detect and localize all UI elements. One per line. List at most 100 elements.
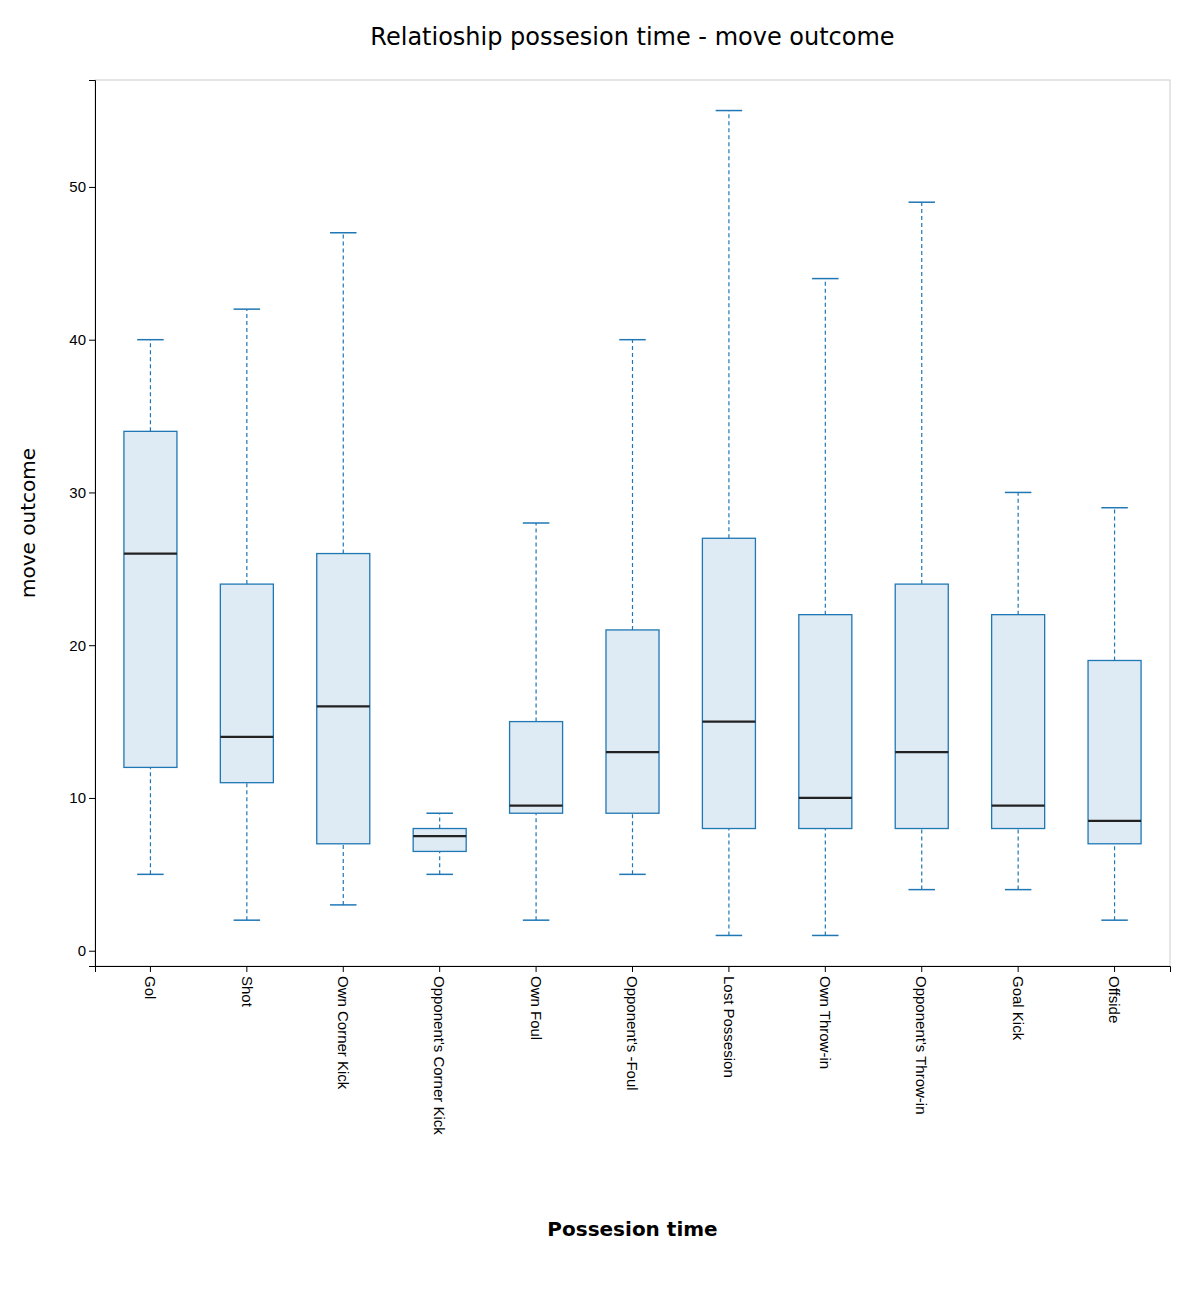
cap-low [330,904,357,906]
box-group [702,111,755,936]
y-axis-title: move outcome [16,448,40,598]
box-group [1088,508,1141,920]
box-group [606,340,659,875]
median [992,805,1045,807]
y-tick: 10 [69,789,95,806]
median [413,835,466,837]
cap-low [908,889,935,891]
y-axis: 0 10 20 30 40 50 [69,81,95,967]
whisker-low [246,783,247,920]
cap-high [234,308,261,310]
x-tick-label: Opponent's Throw-in [913,976,930,1115]
whisker-high [246,309,247,584]
cap-high [908,201,935,203]
x-axis: GolShotOwn Corner KickOpponent's Corner … [96,966,1171,1135]
box [220,584,273,783]
x-tick: Opponent's Throw-in [913,966,930,1115]
x-tick-mark [728,966,729,972]
x-tick: Opponent's -Foul [624,966,641,1091]
y-tick-label: 20 [69,637,86,654]
y-tick: 0 [78,942,95,959]
median [895,751,948,753]
median [124,552,177,554]
x-tick-label: Own Corner Kick [335,976,352,1090]
whisker-low [1114,844,1115,920]
cap-high [1005,492,1032,494]
whisker-low [728,829,729,936]
box-group [799,279,852,936]
box [510,722,563,814]
x-tick: Goal Kick [1010,966,1027,1041]
whisker-low [439,851,440,874]
x-tick-label: Offside [1106,976,1123,1023]
box [799,615,852,829]
whisker-high [632,340,633,630]
cap-low [619,874,646,876]
box-group [895,202,948,889]
x-tick: Own Corner Kick [335,966,352,1090]
y-tick: 30 [69,484,95,501]
cap-low [137,874,164,876]
x-tick-mark [343,966,344,972]
whisker-low [535,813,536,920]
y-tick-mark [89,951,95,952]
cap-high [716,110,743,112]
median [510,805,563,807]
y-tick: 40 [69,331,95,348]
box [895,584,948,828]
x-tick-label: Lost Possesion [721,976,738,1078]
x-tick: Own Throw-in [817,966,834,1069]
median [702,720,755,722]
y-tick-label: 10 [69,789,86,806]
median [317,705,370,707]
x-tick-mark [825,966,826,972]
x-tick-mark [1018,966,1019,972]
plot-frame [95,80,1170,966]
cap-high [1101,507,1128,509]
whisker-low [150,767,151,874]
x-tick-mark [1114,966,1115,972]
whisker-high [1018,492,1019,614]
median [1088,820,1141,822]
x-axis-line [96,967,1171,973]
whisker-high [825,279,826,615]
whisker-low [343,844,344,905]
y-tick: 20 [69,637,95,654]
x-tick-label: Own Throw-in [817,976,834,1069]
chart-svg: 0 10 20 30 40 50 Gol Shot Own Corner Kick Opponen… [0,0,1200,1296]
box [606,630,659,813]
boxes [124,111,1141,936]
box [317,554,370,844]
x-tick: Own Foul [528,966,545,1040]
x-tick-label: Gol [142,976,159,999]
whisker-high [921,202,922,584]
cap-high [812,278,839,280]
x-tick-mark [536,966,537,972]
y-tick-label: 0 [78,942,86,959]
y-tick-label: 50 [69,178,86,195]
x-tick-mark [921,966,922,972]
median [606,751,659,753]
whisker-high [343,233,344,554]
y-tick-mark [89,187,95,188]
plot-area: 0 10 20 30 40 50 Gol Shot Own Corner Kick Opponen… [69,80,1170,1135]
x-axis-title: Possesion time [547,1217,717,1241]
y-tick-label: 30 [69,484,86,501]
x-tick-mark [439,966,440,972]
x-tick-mark [150,966,151,972]
box-group [992,492,1045,889]
box-group [220,309,273,920]
y-tick-mark [89,340,95,341]
cap-low [812,935,839,937]
box-group [124,340,177,875]
box [992,615,1045,829]
box [124,431,177,767]
x-tick: Shot [239,966,256,1008]
whisker-low [632,813,633,874]
whisker-high [439,813,440,828]
whisker-low [921,829,922,890]
x-tick-label: Own Foul [528,976,545,1040]
cap-low [426,874,453,876]
x-tick-mark [246,966,247,972]
box [413,829,466,852]
